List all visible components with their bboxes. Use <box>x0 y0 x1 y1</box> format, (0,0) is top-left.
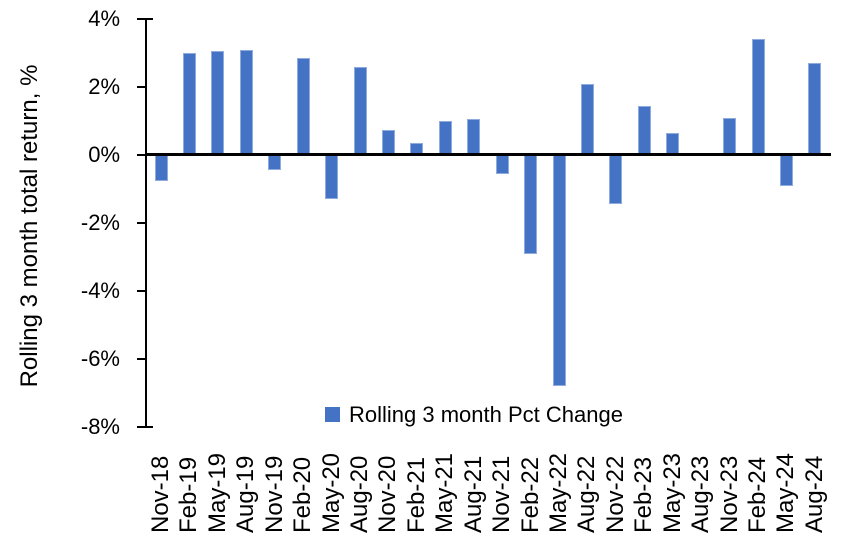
y-tick-label-2%: 2% <box>88 74 120 99</box>
x-tick-label-May-22: May-22 <box>545 452 573 533</box>
x-tick-label-Feb-22: Feb-22 <box>516 456 544 533</box>
y-tick-mark--8% <box>137 426 146 428</box>
bar-May-24 <box>779 155 793 186</box>
y-axis-line <box>145 18 147 428</box>
bar-Feb-24 <box>751 39 765 155</box>
zero-baseline <box>145 153 831 156</box>
x-tick-label-Nov-21: Nov-21 <box>488 455 516 533</box>
x-tick-label-Aug-24: Aug-24 <box>800 455 828 533</box>
bar-Aug-21 <box>467 119 481 155</box>
y-tick-mark--2% <box>137 222 146 224</box>
bar-Feb-19 <box>182 53 196 155</box>
legend: Rolling 3 month Pct Change <box>325 401 623 428</box>
x-tick-label-Aug-21: Aug-21 <box>459 455 487 533</box>
y-tick-label-4%: 4% <box>88 6 120 31</box>
bar-May-21 <box>438 121 452 155</box>
x-tick-label-Feb-24: Feb-24 <box>744 456 772 533</box>
x-tick-label-Feb-21: Feb-21 <box>402 456 430 533</box>
y-tick-mark--6% <box>137 358 146 360</box>
bar-Aug-19 <box>239 49 253 155</box>
y-tick-mark-0% <box>137 154 146 156</box>
bar-Aug-24 <box>808 63 822 155</box>
bar-May-22 <box>552 155 566 387</box>
y-tick-label--8%: -8% <box>80 414 120 439</box>
y-tick-label--2%: -2% <box>80 210 120 235</box>
x-tick-label-Nov-19: Nov-19 <box>260 455 288 533</box>
bar-Aug-22 <box>580 83 594 155</box>
x-tick-label-Aug-23: Aug-23 <box>687 455 715 533</box>
bar-Nov-19 <box>268 155 282 171</box>
bar-Nov-23 <box>723 117 737 155</box>
bar-Nov-20 <box>381 129 395 155</box>
y-tick-mark-2% <box>137 86 146 88</box>
bar-Nov-22 <box>609 155 623 205</box>
y-tick-label--4%: -4% <box>80 278 120 303</box>
x-tick-label-Nov-22: Nov-22 <box>601 455 629 533</box>
x-tick-label-Nov-18: Nov-18 <box>147 455 174 533</box>
x-tick-label-May-21: May-21 <box>431 452 459 533</box>
bar-May-23 <box>666 132 680 155</box>
bar-Aug-20 <box>353 66 367 155</box>
y-tick-mark--4% <box>137 290 146 292</box>
x-tick-label-Nov-23: Nov-23 <box>715 455 743 533</box>
bar-May-20 <box>325 155 339 200</box>
x-tick-label-May-23: May-23 <box>658 452 686 533</box>
x-tick-label-Aug-20: Aug-20 <box>346 455 373 533</box>
bar-Feb-23 <box>637 105 651 155</box>
x-tick-label-Nov-20: Nov-20 <box>374 455 402 533</box>
x-tick-label-Aug-22: Aug-22 <box>573 455 601 533</box>
x-tick-label-Feb-19: Feb-19 <box>175 456 203 533</box>
legend-swatch-icon <box>325 407 340 422</box>
bar-Feb-22 <box>524 155 538 254</box>
y-tick-label-0%: 0% <box>88 142 120 167</box>
bar-Nov-21 <box>495 155 509 174</box>
x-tick-label-Aug-19: Aug-19 <box>232 455 260 533</box>
y-axis-cap--8% <box>147 426 153 428</box>
bar-May-19 <box>211 51 225 155</box>
y-axis-cap-4% <box>147 18 153 20</box>
y-tick-label--6%: -6% <box>80 346 120 371</box>
bar-Nov-18 <box>154 155 168 181</box>
x-tick-label-May-24: May-24 <box>772 452 800 533</box>
y-tick-mark-4% <box>137 18 146 20</box>
x-tick-label-Feb-20: Feb-20 <box>289 456 317 533</box>
y-axis-title: Rolling 3 month total return, % <box>16 64 43 388</box>
x-tick-label-May-20: May-20 <box>317 452 345 533</box>
x-tick-label-Feb-23: Feb-23 <box>630 456 658 533</box>
x-tick-label-May-19: May-19 <box>203 452 231 533</box>
legend-label: Rolling 3 month Pct Change <box>349 401 623 427</box>
bar-Feb-20 <box>296 58 310 155</box>
